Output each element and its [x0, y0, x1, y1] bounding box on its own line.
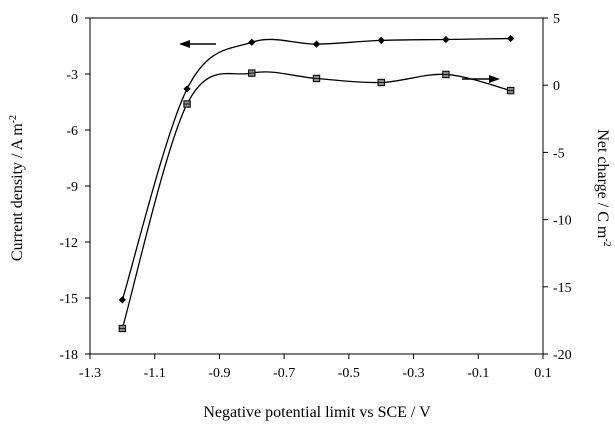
x-axis-title: Negative potential limit vs SCE / V — [203, 404, 431, 421]
y-right-tick-label: -20 — [553, 348, 572, 363]
y-left-tick-label: -6 — [66, 124, 78, 139]
y-left-tick-label: -3 — [66, 68, 78, 83]
data-point-diamond — [377, 36, 385, 44]
axis-ticks: -1.3 -1.1 -0.9 -0.7 -0.5 -0.3 -0.1 0.1 0 -3 -6 -9 -1… — [59, 12, 571, 381]
x-tick-label: -1.3 — [79, 366, 101, 381]
y-left-tick-label: -9 — [66, 180, 78, 195]
series-line — [121, 71, 511, 329]
series-layer — [118, 34, 515, 333]
x-tick-label: 0.1 — [534, 366, 552, 381]
data-point-diamond — [507, 34, 515, 43]
y-left-tick-label: -12 — [59, 236, 78, 251]
plot-frame — [89, 17, 544, 355]
y-left-tick-label: 0 — [71, 12, 78, 27]
data-point-diamond — [118, 296, 126, 304]
data-point-diamond — [248, 38, 256, 46]
y-left-axis-title: Current density / A m-2 — [8, 115, 26, 261]
annotation-arrows — [179, 40, 500, 83]
x-tick-label: -0.1 — [467, 366, 489, 381]
y-right-tick-label: 5 — [553, 12, 560, 27]
y-right-tick-label: -10 — [553, 214, 572, 229]
x-tick-label: -0.9 — [208, 366, 230, 381]
x-tick-label: -1.1 — [144, 366, 166, 381]
data-point-diamond — [183, 85, 191, 93]
x-tick-label: -0.5 — [338, 366, 360, 381]
data-point-diamond — [442, 35, 450, 44]
y-left-tick-label: -15 — [59, 292, 78, 307]
arrow-head — [489, 75, 500, 83]
x-tick-label: -0.3 — [402, 366, 424, 381]
y-left-tick-label: -18 — [59, 348, 78, 363]
y-right-tick-label: 0 — [553, 79, 560, 94]
arrow-left — [179, 40, 216, 48]
series-diamond-left — [118, 34, 515, 304]
data-point-diamond — [312, 40, 321, 48]
series-square-right — [118, 69, 515, 333]
y-right-axis-title: Net charge / C m-2 — [594, 129, 612, 246]
y-right-tick-label: -5 — [553, 146, 565, 161]
arrow-head — [179, 40, 190, 48]
y-right-tick-label: -15 — [553, 281, 572, 296]
arrow-right — [462, 75, 500, 83]
x-tick-label: -0.7 — [273, 366, 295, 381]
